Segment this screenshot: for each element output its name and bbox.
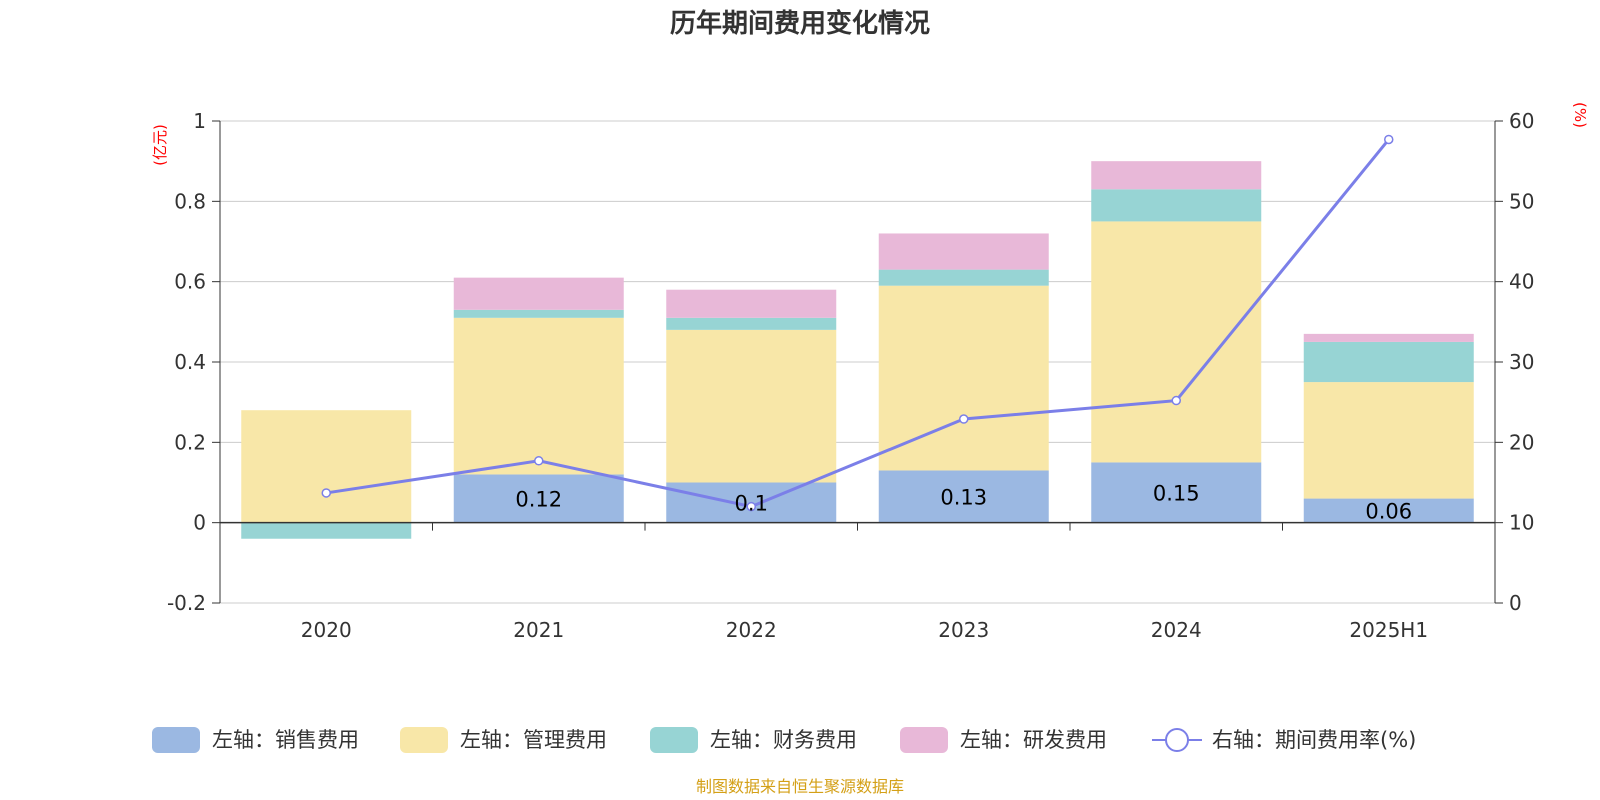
bar-segment bbox=[453, 277, 624, 310]
bar-segment bbox=[878, 233, 1049, 270]
legend: 左轴：销售费用 左轴：管理费用 左轴：财务费用 左轴：研发费用 右轴：期间费用率(%) bbox=[152, 727, 1416, 753]
sales-value-label: 0.06 bbox=[1365, 500, 1412, 524]
legend-label: 右轴：期间费用率(%) bbox=[1212, 728, 1416, 752]
rate-point bbox=[321, 488, 331, 498]
bar-segment bbox=[1091, 221, 1262, 463]
bar-segment bbox=[1091, 161, 1262, 190]
bar-segment bbox=[666, 289, 837, 318]
bar-segment bbox=[1303, 382, 1474, 499]
right-tick-label: 30 bbox=[1509, 350, 1534, 374]
bar-segment bbox=[666, 317, 837, 330]
x-tick-label: 2024 bbox=[1151, 618, 1202, 642]
bar-segment bbox=[453, 317, 624, 475]
legend-swatch bbox=[152, 727, 200, 753]
left-tick-label: 0.4 bbox=[174, 350, 206, 374]
source-note: 制图数据来自恒生聚源数据库 bbox=[696, 777, 904, 796]
legend-swatch bbox=[900, 727, 948, 753]
left-tick-label: 0.2 bbox=[174, 430, 206, 454]
right-tick-label: 50 bbox=[1509, 189, 1534, 213]
right-tick-label: 40 bbox=[1509, 270, 1534, 294]
legend-label: 左轴：研发费用 bbox=[960, 728, 1107, 752]
sales-value-label: 0.12 bbox=[515, 488, 562, 512]
rate-line-path bbox=[326, 138, 1390, 509]
bar-segment bbox=[878, 470, 1049, 523]
bar-segment bbox=[453, 474, 624, 523]
legend-label: 左轴：销售费用 bbox=[212, 728, 359, 752]
legend-swatch bbox=[400, 727, 448, 753]
bar-segment bbox=[1091, 189, 1262, 222]
bars bbox=[241, 161, 1474, 539]
left-tick-label: 1 bbox=[193, 109, 206, 133]
legend-swatch bbox=[650, 727, 698, 753]
bar-segment bbox=[453, 309, 624, 318]
sales-value-label: 0.15 bbox=[1153, 482, 1200, 506]
x-tick-label: 2025H1 bbox=[1349, 618, 1428, 642]
right-tick-label: 20 bbox=[1509, 430, 1534, 454]
bar-segment bbox=[1303, 341, 1474, 383]
right-tick-label: 10 bbox=[1509, 511, 1534, 535]
legend-label: 左轴：管理费用 bbox=[460, 728, 607, 752]
legend-line-marker bbox=[1165, 728, 1189, 752]
bar-segment bbox=[878, 285, 1049, 471]
x-tick-label: 2021 bbox=[513, 618, 564, 642]
left-axis-unit: (亿元) bbox=[151, 124, 169, 166]
left-tick-label: 0.8 bbox=[174, 189, 206, 213]
rate-point bbox=[959, 414, 969, 424]
x-tick-label: 2022 bbox=[726, 618, 777, 642]
rate-point bbox=[1384, 134, 1394, 145]
rate-point bbox=[746, 501, 756, 512]
bar-segment bbox=[1303, 333, 1474, 342]
bar-segment bbox=[666, 329, 837, 483]
sales-value-label: 0.1 bbox=[735, 492, 768, 516]
left-tick-label: 0 bbox=[193, 511, 206, 535]
legend-label: 左轴：财务费用 bbox=[710, 728, 857, 752]
right-tick-label: 60 bbox=[1509, 109, 1534, 133]
bar-segment bbox=[878, 269, 1049, 286]
right-axis-unit: (%) bbox=[1571, 102, 1589, 128]
chart-title: 历年期间费用变化情况 bbox=[670, 8, 930, 39]
rate-point bbox=[1171, 395, 1181, 406]
left-tick-label: -0.2 bbox=[167, 591, 206, 615]
rate-point bbox=[534, 456, 544, 466]
bar-segment bbox=[241, 522, 412, 539]
bar-segment bbox=[1091, 462, 1262, 523]
bar-segment bbox=[1303, 498, 1474, 523]
axes bbox=[212, 120, 1503, 604]
data-labels: 0.12 0.1 0.13 0.15 0.06 bbox=[515, 482, 1412, 524]
right-tick-label: 0 bbox=[1509, 591, 1522, 615]
sales-value-label: 0.13 bbox=[940, 486, 987, 510]
rate-line bbox=[321, 134, 1394, 512]
left-tick-label: 0.6 bbox=[174, 270, 206, 294]
x-tick-label: 2023 bbox=[938, 618, 989, 642]
x-tick-label: 2020 bbox=[301, 618, 352, 642]
bar-segment bbox=[241, 410, 412, 523]
tick-labels: 1 0.8 0.6 0.4 0.2 0 -0.2 60 50 40 30 20 10 0 2020 2021 2… bbox=[167, 109, 1534, 642]
